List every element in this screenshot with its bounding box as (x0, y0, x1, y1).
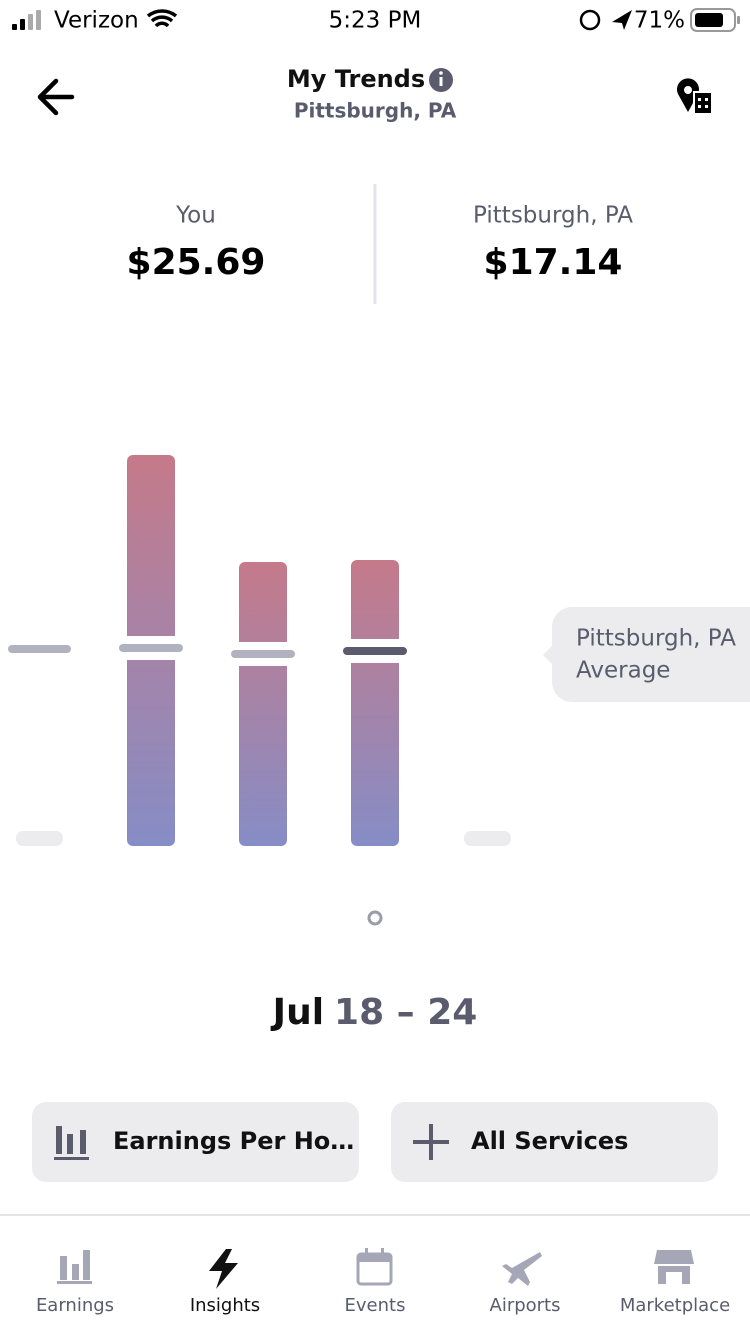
tab-label: Earnings (36, 1295, 114, 1316)
tab-label: Airports (490, 1295, 561, 1316)
subtitle: Pittsburgh, PA (294, 99, 457, 123)
time: 5:23 PM (329, 8, 422, 34)
comparison-value: $25.69 (127, 242, 266, 283)
filter-button[interactable]: All Services (391, 1102, 718, 1182)
comparison-label: You (175, 203, 216, 229)
info-button[interactable] (429, 68, 453, 92)
bar[interactable] (239, 562, 287, 846)
chart[interactable]: Pittsburgh, PA Average (8, 455, 750, 926)
filter-label: Earnings Per Ho… (113, 1127, 354, 1155)
tab-label: Insights (190, 1295, 260, 1316)
tooltip-line: Pittsburgh, PA (576, 626, 736, 652)
tooltip-line: Average (576, 658, 670, 684)
battery-percent: 71% (634, 8, 685, 34)
tab-label: Marketplace (620, 1295, 730, 1316)
comparison-label: Pittsburgh, PA (473, 203, 633, 229)
back-button[interactable] (37, 78, 75, 116)
filter-button[interactable]: Earnings Per Ho… (32, 1102, 359, 1182)
location-button[interactable] (677, 78, 713, 115)
tab[interactable]: Marketplace (620, 1250, 730, 1316)
carrier: Verizon (54, 8, 139, 34)
tab[interactable]: Events (345, 1248, 406, 1316)
tab[interactable]: Airports (490, 1252, 561, 1316)
tab[interactable]: Insights (190, 1249, 260, 1316)
status-bar: Verizon 5:23 PM 71% (12, 8, 740, 34)
page-indicator (367, 910, 383, 926)
month: Jul (270, 992, 324, 1033)
tab-bar: Earnings Insights Events Airports Market… (0, 1214, 750, 1316)
title: My Trends (287, 65, 425, 93)
comparison-value: $17.14 (484, 242, 623, 283)
date-range: Jul 18 – 24 (270, 992, 478, 1033)
tab[interactable]: Earnings (36, 1250, 114, 1316)
tab-label: Events (345, 1295, 406, 1316)
comparison: You $25.69 Pittsburgh, PA $17.14 (127, 184, 633, 304)
bar[interactable] (351, 560, 399, 846)
tooltip: Pittsburgh, PA Average (543, 607, 750, 702)
days: 18 – 24 (334, 992, 477, 1033)
header: My Trends Pittsburgh, PA (37, 65, 713, 123)
filter-label: All Services (471, 1127, 628, 1155)
